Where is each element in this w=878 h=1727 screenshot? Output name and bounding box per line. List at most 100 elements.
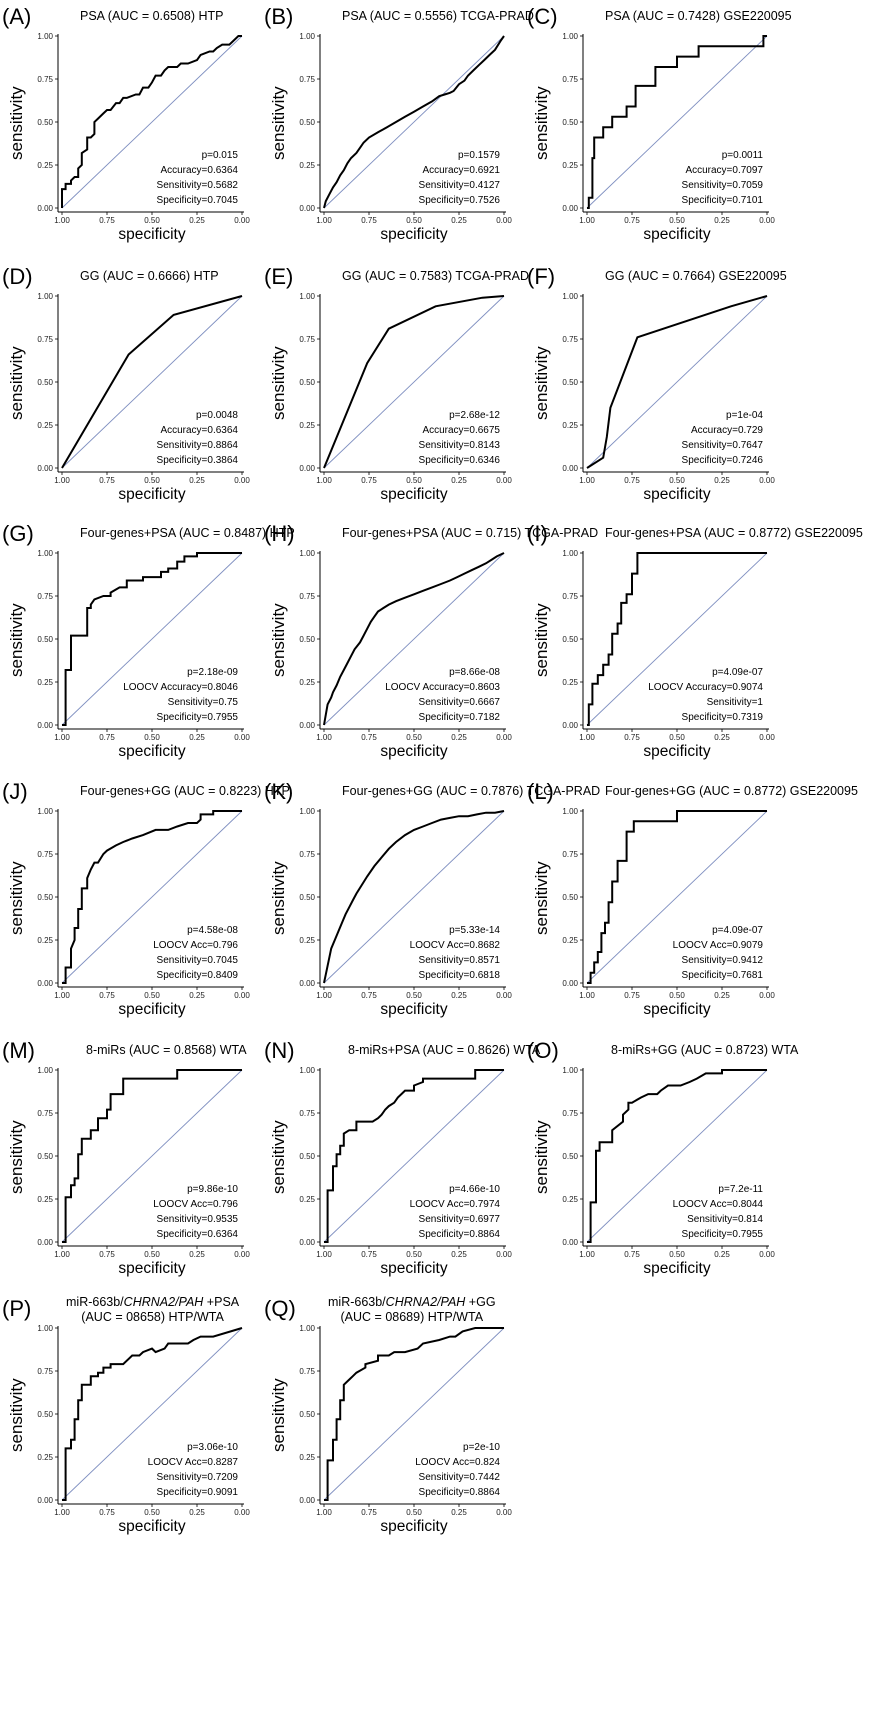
panel-title: 8-miRs (AUC = 0.8568) WTA xyxy=(86,1043,247,1057)
x-tick-label: 0.50 xyxy=(144,1250,160,1259)
x-tick-label: 0.00 xyxy=(234,216,250,225)
x-axis-label: specificity xyxy=(118,226,186,243)
stat-line: p=8.66e-08 xyxy=(449,667,500,678)
y-tick-label: 0.50 xyxy=(299,1152,315,1161)
roc-panel-a: (A) PSA (AUC = 0.6508) HTP sensitivity spec… xyxy=(0,0,262,255)
stat-line: Sensitivity=0.8864 xyxy=(156,440,238,451)
stat-line: Accuracy=0.729 xyxy=(691,425,763,436)
x-tick-label: 0.75 xyxy=(361,1508,377,1517)
stat-line: Sensitivity=0.6977 xyxy=(418,1214,500,1225)
x-tick-label: 0.00 xyxy=(234,1508,250,1517)
stat-line: p=2.68e-12 xyxy=(449,410,500,421)
roc-plot: 0.00 0.25 0.50 0.75 1.00 1.00 0.75 0.50 0.25 0.00 xyxy=(562,292,775,485)
stat-line: Accuracy=0.6921 xyxy=(422,165,500,176)
x-tick-label: 0.25 xyxy=(451,1508,467,1517)
x-tick-label: 0.00 xyxy=(759,733,775,742)
stat-line: p=0.015 xyxy=(201,150,238,161)
reference-diagonal xyxy=(323,35,505,209)
y-tick-label: 0.25 xyxy=(562,936,578,945)
x-tick-label: 0.75 xyxy=(361,991,377,1000)
reference-diagonal xyxy=(323,810,505,984)
stat-line: Sensitivity=1 xyxy=(706,697,763,708)
x-tick-label: 0.50 xyxy=(144,1508,160,1517)
y-tick-label: 0.25 xyxy=(37,421,53,430)
x-tick-label: 0.50 xyxy=(669,216,685,225)
x-axis-label: specificity xyxy=(643,486,711,503)
panel-label: (Q) xyxy=(264,1296,296,1321)
panel-title: PSA (AUC = 0.7428) GSE220095 xyxy=(605,9,792,23)
roc-curve xyxy=(323,810,505,984)
y-tick-label: 0.50 xyxy=(562,635,578,644)
reference-diagonal xyxy=(61,35,243,209)
panel-title: PSA (AUC = 0.5556) TCGA-PRAD xyxy=(342,9,534,23)
panel-title: Four-genes+PSA (AUC = 0.8487) HTP xyxy=(80,526,295,540)
stats-block: p=8.66e-08 LOOCV Accuracy=0.8603 Sensitivi… xyxy=(385,665,500,725)
roc-plot: 0.00 0.25 0.50 0.75 1.00 1.00 0.75 0.50 0.25 0.00 xyxy=(299,292,512,485)
y-tick-label: 1.00 xyxy=(37,549,53,558)
stat-line: Sensitivity=0.5682 xyxy=(156,180,238,191)
x-axis-label: specificity xyxy=(118,1001,186,1018)
panel-label: (B) xyxy=(264,4,294,29)
roc-plot: 0.00 0.25 0.50 0.75 1.00 1.00 0.75 0.50 0.25 0.00 xyxy=(299,1324,512,1517)
x-tick-label: 0.50 xyxy=(406,1250,422,1259)
x-tick-label: 0.75 xyxy=(624,216,640,225)
x-tick-label: 1.00 xyxy=(579,216,595,225)
y-tick-label: 0.75 xyxy=(37,335,53,344)
x-tick-label: 0.50 xyxy=(669,1250,685,1259)
x-tick-label: 0.00 xyxy=(234,991,250,1000)
panel-title: Four-genes+GG (AUC = 0.8772) GSE220095 xyxy=(605,784,858,798)
stat-line: Sensitivity=0.8143 xyxy=(418,440,500,451)
y-tick-label: 0.00 xyxy=(562,1238,578,1247)
x-tick-label: 0.25 xyxy=(451,476,467,485)
y-tick-label: 0.25 xyxy=(299,936,315,945)
roc-panel-h: (H) Four-genes+PSA (AUC = 0.715) TCGA-PRA… xyxy=(262,517,598,772)
stat-line: p=4.66e-10 xyxy=(449,1184,500,1195)
x-tick-label: 0.25 xyxy=(189,1250,205,1259)
x-axis-label: specificity xyxy=(118,486,186,503)
roc-plot: 0.00 0.25 0.50 0.75 1.00 1.00 0.75 0.50 0.25 0.00 xyxy=(562,807,775,1000)
roc-plot: 0.00 0.25 0.50 0.75 1.00 1.00 0.75 0.50 0.25 0.00 xyxy=(299,1066,512,1259)
y-tick-label: 0.00 xyxy=(299,464,315,473)
y-tick-label: 1.00 xyxy=(562,32,578,41)
y-tick-label: 1.00 xyxy=(299,32,315,41)
y-tick-label: 0.50 xyxy=(37,118,53,127)
y-tick-label: 0.00 xyxy=(37,464,53,473)
x-tick-label: 0.50 xyxy=(669,991,685,1000)
roc-panel-l: (L) Four-genes+GG (AUC = 0.8772) GSE22009… xyxy=(525,775,858,1030)
y-tick-label: 1.00 xyxy=(299,1066,315,1075)
stat-line: Sensitivity=0.7647 xyxy=(681,440,763,451)
stat-line: Accuracy=0.7097 xyxy=(685,165,763,176)
panel-title: GG (AUC = 0.7664) GSE220095 xyxy=(605,269,787,283)
x-axis-label: specificity xyxy=(380,486,448,503)
y-tick-label: 0.00 xyxy=(37,204,53,213)
reference-diagonal xyxy=(323,295,505,469)
y-tick-label: 0.50 xyxy=(299,635,315,644)
y-tick-label: 0.50 xyxy=(37,893,53,902)
stat-line: LOOCV Acc=0.8044 xyxy=(672,1199,763,1210)
x-tick-label: 0.75 xyxy=(99,991,115,1000)
x-tick-label: 0.00 xyxy=(234,476,250,485)
panel-label: (N) xyxy=(264,1038,295,1063)
stats-block: p=0.0048 Accuracy=0.6364 Sensitivity=0.886… xyxy=(157,408,238,468)
y-tick-label: 0.75 xyxy=(37,592,53,601)
stat-line: LOOCV Acc=0.8682 xyxy=(409,940,500,951)
panel-label: (K) xyxy=(264,779,294,804)
stat-line: LOOCV Acc=0.8287 xyxy=(147,1457,238,1468)
roc-curve xyxy=(587,552,767,726)
roc-panel-f: (F) GG (AUC = 0.7664) GSE220095 sensitivit… xyxy=(525,260,787,515)
stat-line: p=4.09e-07 xyxy=(712,925,763,936)
reference-diagonal xyxy=(61,295,243,469)
roc-plot: 0.00 0.25 0.50 0.75 1.00 1.00 0.75 0.50 0.25 0.00 xyxy=(37,549,250,742)
roc-panel-p: (P) miR-663b/CHRNA2/PAH +PSA (AUC = 08658)… xyxy=(0,1292,262,1547)
x-tick-label: 0.25 xyxy=(189,216,205,225)
roc-curve xyxy=(61,35,242,208)
roc-panel-c: (C) PSA (AUC = 0.7428) GSE220095 sensitivi… xyxy=(525,0,792,255)
x-tick-label: 1.00 xyxy=(54,1508,70,1517)
roc-panel-d: (D) GG (AUC = 0.6666) HTP sensitivity speci… xyxy=(0,260,262,515)
roc-panel-j: (J) Four-genes+GG (AUC = 0.8223) HTP sensi… xyxy=(0,775,290,1030)
panel-title: miR-663b/CHRNA2/PAH +PSA (AUC = 08658) HT… xyxy=(66,1295,239,1325)
y-tick-label: 0.25 xyxy=(37,1453,53,1462)
x-tick-label: 1.00 xyxy=(579,1250,595,1259)
x-tick-label: 0.00 xyxy=(759,476,775,485)
stat-line: Sensitivity=0.7442 xyxy=(418,1472,500,1483)
